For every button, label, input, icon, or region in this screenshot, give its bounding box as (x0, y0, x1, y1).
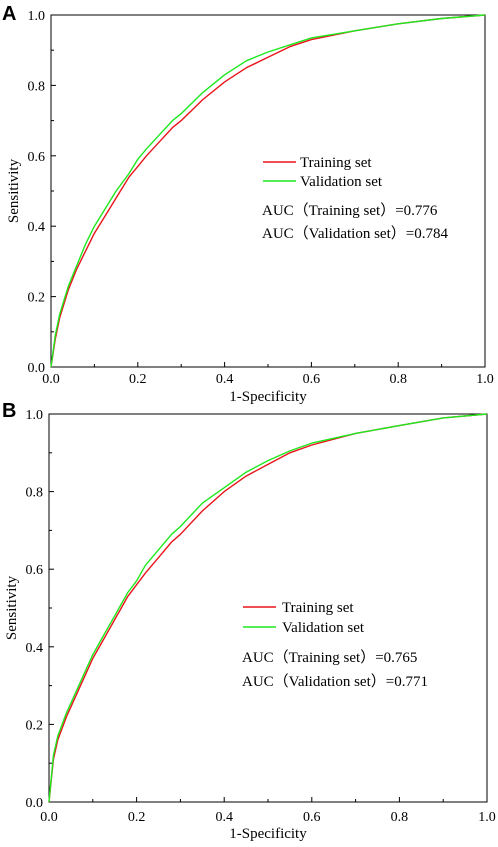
panel-b-x-axis-label: 1-Specificity (229, 826, 307, 842)
panel-a-x-tick-label: 0.8 (389, 372, 407, 387)
panel-a-y-tick-label: 0.4 (28, 220, 46, 235)
panel-a: A 0.0 0.2 0.4 0.6 0.8 1.0 0.00.20.40.60.81.0 … (2, 3, 494, 405)
panel-b-plot-frame (48, 413, 488, 803)
panel-a-y-tick-label: 1.0 (28, 9, 46, 24)
panel-a-roc-curve-validation (50, 14, 486, 368)
panel-a-x-axis-label: 1-Specificity (229, 389, 307, 405)
panel-a-legend-label-validation: Validation set (300, 174, 383, 190)
panel-a-x-tick-label: 0.2 (129, 372, 147, 387)
panel-b-ticks (48, 413, 488, 803)
panel-a-ticks (50, 14, 486, 368)
panel-b-letter: B (2, 400, 16, 422)
panel-b-y-tick-label: 1.0 (26, 408, 44, 423)
panel-a-auc-training: AUC（Training set）=0.776 (262, 202, 438, 219)
panel-a-x-tick-label: 1.0 (476, 372, 494, 387)
panel-a-curves (50, 14, 486, 368)
panel-a-y-axis-label: Sensitivity (6, 158, 22, 223)
panel-a-y-tick-label: 0.2 (28, 291, 46, 306)
panel-b-y-tick-label: 0.6 (26, 563, 44, 578)
panel-a-y-tick-label: 0.0 (28, 361, 46, 376)
panel-b-y-tick-label: 0.4 (26, 641, 44, 656)
panel-a-x-tick-label: 0.0 (42, 372, 60, 387)
panel-a-roc-curve-training (50, 14, 486, 368)
panel-b-y-tick-label: 0.8 (26, 486, 44, 501)
panel-a-letter: A (2, 3, 16, 25)
panel-a-y-tick-labels: 0.0 0.2 0.4 0.6 0.8 1.0 (28, 9, 46, 376)
panel-b-legend-label-training: Training set (282, 600, 354, 616)
panel-a-legend-label-training: Training set (300, 155, 372, 171)
panel-b-x-tick-label: 0.4 (215, 810, 233, 825)
panel-a-legend: Training set Validation set (263, 155, 383, 190)
panel-b-legend: Training set Validation set (243, 600, 365, 636)
panel-b-x-tick-label: 0.2 (128, 810, 146, 825)
panel-b-x-tick-label: 0.6 (303, 810, 321, 825)
panel-a-x-tick-label: 0.4 (216, 372, 234, 387)
panel-b-y-tick-label: 0.0 (26, 796, 44, 811)
panel-a-x-tick-label: 0.6 (303, 372, 321, 387)
panel-b-y-tick-label: 0.2 (26, 718, 44, 733)
panel-b-x-tick-label: 1.0 (478, 810, 496, 825)
panel-b: B 0.0 0.2 0.4 0.6 0.8 1.0 0.00.20.40.60.81.0 … (2, 400, 496, 842)
panel-b-y-axis-label: Sensitivity (4, 575, 20, 640)
panel-b-auc-training: AUC（Training set）=0.765 (242, 649, 417, 666)
panel-a-x-tick-labels: 0.0 0.2 0.4 0.6 0.8 1.0 (42, 372, 494, 387)
panel-b-curves (48, 413, 488, 803)
panel-b-legend-label-validation: Validation set (282, 620, 365, 636)
panel-b-roc-curve-validation (48, 413, 488, 803)
panel-b-x-tick-label: 0.8 (391, 810, 409, 825)
panel-b-roc-curve-training (48, 413, 488, 803)
panel-b-x-tick-labels: 0.0 0.2 0.4 0.6 0.8 1.0 (40, 810, 496, 825)
panel-b-y-tick-labels: 0.0 0.2 0.4 0.6 0.8 1.0 (26, 408, 44, 811)
panel-a-y-tick-label: 0.6 (28, 150, 46, 165)
panel-a-y-tick-label: 0.8 (28, 79, 46, 94)
panel-b-x-tick-label: 0.0 (40, 810, 58, 825)
panel-a-auc-validation: AUC（Validation set）=0.784 (262, 225, 448, 242)
panel-b-auc-validation: AUC（Validation set）=0.771 (242, 673, 428, 690)
